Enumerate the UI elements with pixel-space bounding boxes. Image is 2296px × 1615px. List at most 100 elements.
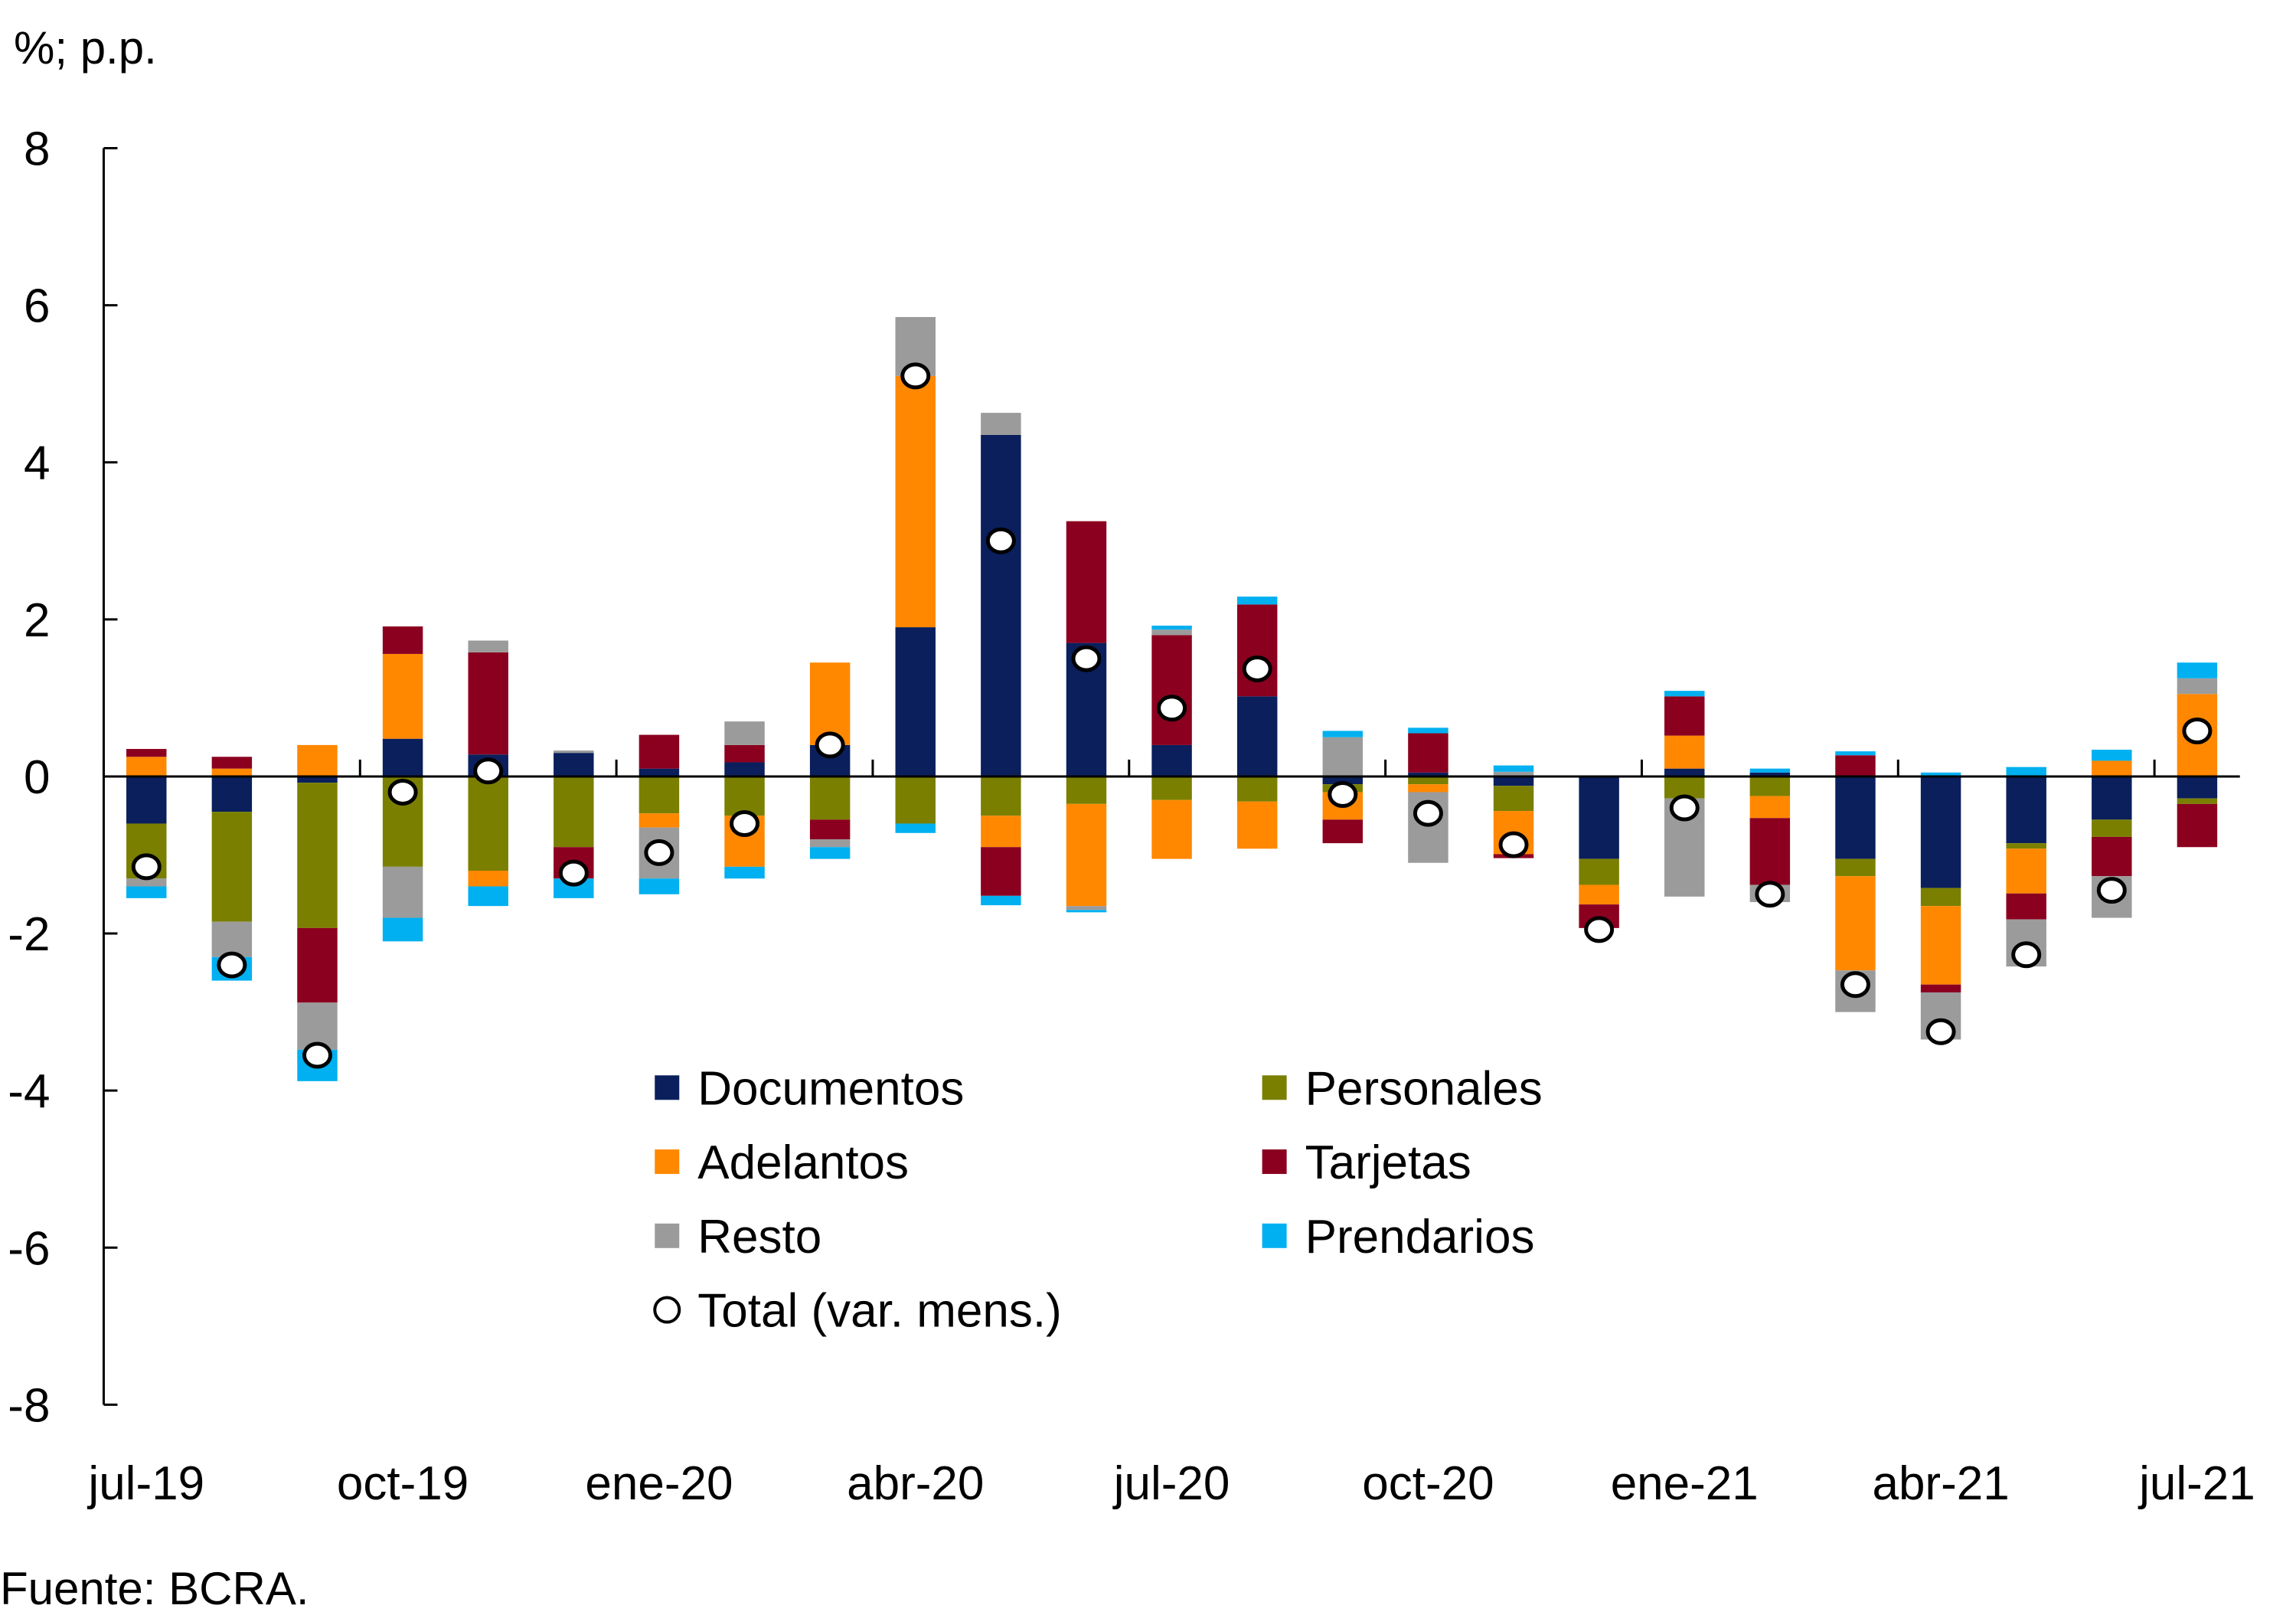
y-tick-label: 6: [24, 280, 50, 333]
bar-segment-adelantos-jun-21: [2092, 760, 2132, 776]
bar-segment-personales-dic-19: [554, 776, 594, 848]
bar-segment-tarjetas-may-21: [2006, 893, 2046, 920]
bar-segment-documentos-dic-20: [1579, 776, 1619, 859]
bar-segment-tarjetas-mar-20: [809, 819, 851, 839]
x-tick-label: ene-21: [1611, 1457, 1759, 1510]
y-tick-label: -4: [8, 1065, 50, 1118]
bar-segment-prendarios-abr-20: [895, 823, 936, 833]
legend-swatch-resto: [655, 1223, 680, 1248]
bar-segment-prendarios-abr-21: [1920, 772, 1961, 776]
bar-segment-personales-ago-19: [211, 812, 253, 922]
bar-segment-resto-nov-19: [468, 640, 508, 652]
bar-segment-prendarios-mar-21: [1835, 751, 1876, 756]
bar-segment-adelantos-abr-21: [1920, 906, 1961, 985]
bar-segment-prendarios-jul-19: [126, 886, 167, 898]
bar-segment-adelantos-sep-19: [297, 744, 338, 776]
y-tick-label: 4: [24, 437, 50, 490]
bar-segment-tarjetas-jun-21: [2092, 836, 2132, 877]
legend-label-prendarios: Prendarios: [1305, 1211, 1535, 1264]
total-marker-feb-21: [1755, 881, 1785, 908]
bar-segment-adelantos-may-20: [981, 816, 1021, 848]
bar-segment-tarjetas-mar-21: [1835, 755, 1876, 776]
bar-segment-personales-jul-21: [2177, 798, 2218, 804]
bar-segment-adelantos-oct-19: [382, 653, 423, 739]
legend-label-tarjetas: Tarjetas: [1305, 1136, 1471, 1189]
bar-segment-adelantos-dic-20: [1579, 884, 1619, 905]
bar-segment-resto-jul-21: [2177, 678, 2218, 695]
bar-segment-documentos-jun-21: [2092, 776, 2132, 820]
bar-segment-personales-mar-21: [1835, 858, 1876, 877]
bar-segment-documentos-ago-20: [1236, 696, 1278, 776]
bar-segment-documentos-jul-21: [2177, 776, 2218, 799]
total-marker-may-21: [2011, 941, 2042, 969]
total-marker-ene-21: [1669, 794, 1700, 822]
bar-segment-resto-jul-20: [1151, 629, 1192, 636]
bar-segment-documentos-mar-21: [1835, 776, 1876, 859]
legend-label-resto: Resto: [697, 1211, 821, 1264]
bar-segment-personales-dic-20: [1579, 858, 1619, 885]
legend-swatch-prendarios: [1262, 1223, 1287, 1248]
legend-swatch-tarjetas: [1262, 1149, 1287, 1175]
bar-segment-tarjetas-ene-21: [1664, 696, 1705, 736]
bar-segment-personales-may-21: [2006, 843, 2046, 849]
x-tick-label: ene-20: [585, 1457, 733, 1510]
total-marker-nov-20: [1498, 831, 1529, 858]
total-marker-jul-20: [1157, 695, 1187, 722]
bar-segment-documentos-ene-21: [1664, 768, 1705, 776]
bar-segment-personales-feb-21: [1749, 776, 1791, 796]
bar-segment-tarjetas-jul-20: [1151, 635, 1192, 745]
total-marker-feb-20: [730, 809, 760, 837]
total-marker-jun-20: [1071, 645, 1102, 672]
bar-segment-prendarios-may-20: [981, 895, 1021, 906]
x-tick-label: oct-19: [337, 1457, 469, 1510]
bar-segment-resto-feb-20: [724, 721, 765, 745]
bar-segment-documentos-feb-20: [724, 762, 765, 776]
bar-segment-tarjetas-ene-20: [639, 734, 680, 769]
bar-segment-adelantos-ago-19: [211, 768, 253, 776]
legend-swatch-adelantos: [655, 1149, 680, 1175]
bar-segment-prendarios-jul-21: [2177, 662, 2218, 678]
bar-segment-personales-nov-20: [1493, 786, 1534, 812]
bar-segment-prendarios-feb-21: [1749, 768, 1791, 773]
total-marker-oct-19: [387, 778, 418, 806]
bar-segment-adelantos-may-21: [2006, 848, 2046, 894]
bar-segment-adelantos-oct-20: [1408, 784, 1448, 793]
bar-segment-documentos-oct-20: [1408, 772, 1448, 776]
axes-layer: 8 6 4 2 0 -2 -4 -6 -8 jul-19 oct-19 ene-20 abr-20 jul…: [8, 123, 2255, 1511]
bar-segment-prendarios-ago-20: [1236, 597, 1278, 605]
bar-segment-tarjetas-jun-20: [1066, 521, 1107, 643]
bar-segment-adelantos-mar-20: [809, 662, 851, 745]
legend-swatch-personales: [1262, 1075, 1287, 1100]
y-axis-unit-label: %; p.p.: [14, 22, 157, 74]
bar-segment-prendarios-jun-20: [1066, 910, 1107, 913]
bar-segment-documentos-may-21: [2006, 776, 2046, 844]
bar-segment-adelantos-ene-20: [639, 813, 680, 828]
x-tick-label: abr-21: [1872, 1457, 2009, 1510]
bar-segment-tarjetas-sep-19: [297, 927, 338, 1003]
bar-segment-prendarios-oct-20: [1408, 727, 1448, 734]
bar-segment-personales-abr-20: [895, 776, 936, 824]
total-marker-oct-20: [1413, 799, 1443, 827]
total-marker-abr-21: [1925, 1018, 1956, 1045]
bar-segment-prendarios-feb-20: [724, 866, 765, 879]
bar-segment-tarjetas-oct-20: [1408, 733, 1448, 773]
bar-segment-personales-jun-21: [2092, 819, 2132, 837]
bar-segment-resto-oct-19: [382, 866, 423, 918]
bar-segment-documentos-oct-19: [382, 738, 423, 776]
bar-segment-prendarios-may-21: [2006, 767, 2046, 776]
total-marker-may-20: [985, 527, 1016, 554]
x-tick-label: jul-21: [2138, 1457, 2255, 1510]
bar-segment-personales-nov-19: [468, 776, 508, 871]
bar-segment-tarjetas-sep-20: [1322, 819, 1364, 844]
bar-segment-personales-feb-20: [724, 776, 765, 816]
bar-segment-adelantos-abr-20: [895, 375, 936, 628]
x-tick-label: oct-20: [1362, 1457, 1494, 1510]
total-marker-nov-19: [473, 757, 504, 785]
bar-segment-tarjetas-abr-21: [1920, 984, 1961, 992]
bar-segment-documentos-abr-21: [1920, 776, 1961, 888]
bar-segment-personales-ago-20: [1236, 776, 1278, 802]
x-tick-label: abr-20: [847, 1457, 984, 1510]
y-tick-label: -2: [8, 908, 50, 961]
legend-label-adelantos: Adelantos: [697, 1136, 909, 1189]
total-marker-abr-20: [900, 362, 931, 390]
